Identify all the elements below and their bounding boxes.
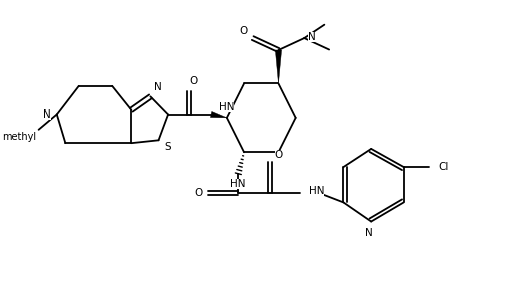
Text: N: N xyxy=(308,32,315,42)
Text: N: N xyxy=(154,81,162,91)
Text: Cl: Cl xyxy=(438,162,448,172)
Polygon shape xyxy=(211,111,227,118)
Text: S: S xyxy=(165,142,172,152)
Text: N: N xyxy=(43,108,50,118)
Text: N: N xyxy=(43,109,50,119)
Text: O: O xyxy=(194,188,203,198)
Text: HN: HN xyxy=(230,180,245,190)
Text: O: O xyxy=(275,150,283,161)
Text: HN: HN xyxy=(219,102,234,112)
Text: methyl: methyl xyxy=(2,132,36,142)
Text: O: O xyxy=(190,76,198,86)
Text: N: N xyxy=(365,228,373,238)
Text: HN: HN xyxy=(308,186,324,196)
Text: O: O xyxy=(240,26,248,36)
Polygon shape xyxy=(276,50,282,83)
